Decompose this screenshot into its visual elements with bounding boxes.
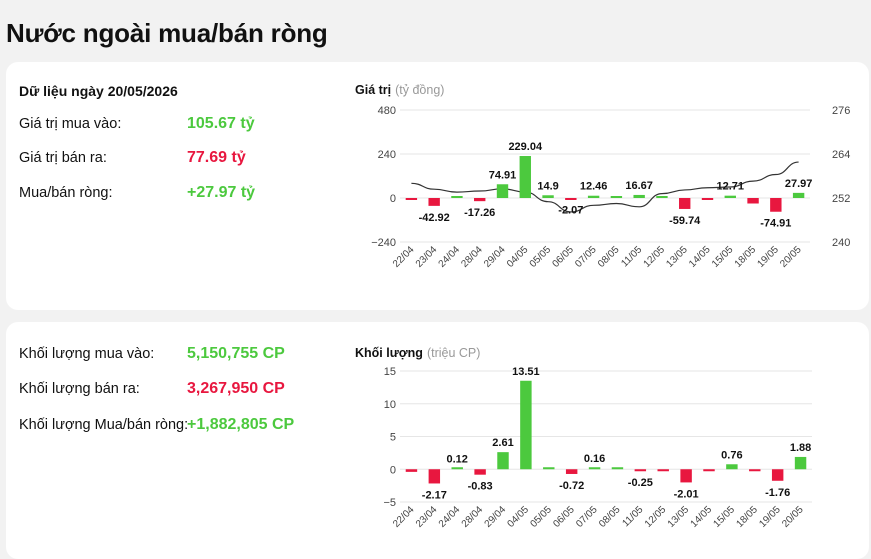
value-chart-title-text: Giá trị [355, 83, 392, 97]
buy-value-label: Giá trị mua vào: [19, 116, 122, 132]
sell-volume: 3,267,950 CP [187, 380, 285, 397]
buy-volume-row: Khối lượng mua vào: 5,150,755 CP [19, 345, 349, 366]
net-volume: +1,882,805 CP [187, 416, 295, 433]
net-value-label: Mua/bán ròng: [19, 185, 113, 201]
buy-volume-label: Khối lượng mua vào: [19, 346, 155, 362]
page-title: Nước ngoài mua/bán ròng [6, 18, 328, 48]
volume-chart-title: Khối lượng (triệu CP) [355, 346, 480, 360]
net-value-row: Mua/bán ròng: +27.97 tỷ [19, 184, 349, 205]
sell-volume-row: Khối lượng bán ra: 3,267,950 CP [19, 380, 349, 401]
buy-value-row: Giá trị mua vào: 105.67 tỷ [19, 115, 349, 136]
volume-card: Khối lượng mua vào: 5,150,755 CP Khối lư… [6, 322, 869, 559]
volume-chart-title-text: Khối lượng [355, 346, 423, 360]
volume-chart-unit: (triệu CP) [426, 346, 481, 360]
value-card: Dữ liệu ngày 20/05/2026 Giá trị mua vào:… [6, 62, 869, 310]
value-chart-unit: (tỷ đồng) [395, 83, 445, 97]
data-date-heading: Dữ liệu ngày 20/05/2026 [19, 83, 178, 99]
sell-value-label: Giá trị bán ra: [19, 150, 107, 166]
sell-value-row: Giá trị bán ra: 77.69 tỷ [19, 149, 349, 170]
sell-value: 77.69 tỷ [187, 149, 246, 166]
net-value: +27.97 tỷ [187, 184, 256, 201]
buy-volume: 5,150,755 CP [187, 345, 285, 362]
sell-volume-label: Khối lượng bán ra: [19, 381, 140, 397]
net-volume-row: Khối lượng Mua/bán ròng: +1,882,805 CP [19, 416, 349, 437]
net-volume-label: Khối lượng Mua/bán ròng: [19, 417, 189, 433]
buy-value: 105.67 tỷ [187, 115, 255, 132]
value-chart-title: Giá trị (tỷ đồng) [355, 83, 444, 97]
